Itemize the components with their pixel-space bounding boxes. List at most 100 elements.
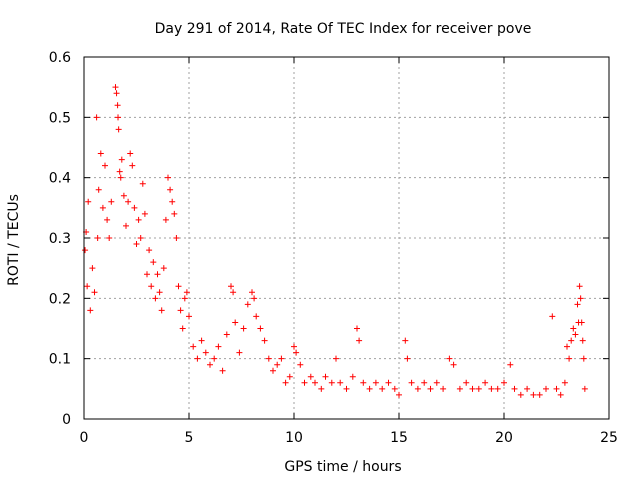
data-point-marker [162, 216, 169, 223]
x-tick-label: 25 [600, 430, 618, 446]
data-point-marker [553, 385, 560, 392]
data-point-marker [82, 247, 89, 254]
data-point-marker [169, 198, 176, 205]
data-point-marker [574, 301, 581, 308]
data-point-marker [93, 114, 100, 121]
data-point-marker [568, 337, 575, 344]
data-point-marker [385, 379, 392, 386]
data-point-marker [366, 385, 373, 392]
y-tick-label: 0.6 [49, 50, 71, 66]
chart-title: Day 291 of 2014, Rate Of TEC Index for r… [155, 21, 532, 37]
data-point-marker [94, 235, 101, 241]
data-point-marker [99, 204, 106, 211]
data-point-marker [293, 349, 300, 356]
data-point-marker [580, 355, 587, 362]
data-point-marker [114, 102, 121, 109]
data-point-marker [125, 198, 132, 205]
data-point-marker [127, 150, 134, 157]
data-point-marker [404, 355, 411, 362]
data-point-marker [104, 216, 111, 223]
data-point-marker [115, 126, 122, 133]
y-tick-label: 0.2 [49, 291, 71, 307]
data-point-marker [167, 186, 174, 193]
data-point-marker [202, 349, 209, 356]
data-point-marker [291, 343, 297, 350]
data-point-marker [179, 325, 186, 332]
data-point-marker [190, 343, 197, 350]
data-point-marker [579, 337, 586, 344]
data-point-marker [211, 355, 218, 362]
data-point-marker [113, 90, 120, 97]
data-point-marker [307, 373, 314, 380]
data-point-marker [446, 355, 453, 362]
data-point-marker [372, 379, 379, 386]
data-point-marker [129, 162, 136, 169]
x-tick-label: 20 [495, 430, 513, 446]
data-point-marker [236, 349, 243, 356]
x-tick-label: 5 [185, 430, 194, 446]
data-point-marker [517, 391, 524, 398]
data-point-marker [578, 319, 585, 326]
data-point-marker [333, 355, 339, 362]
data-point-marker [270, 367, 276, 374]
data-point-marker [274, 361, 281, 368]
data-points [82, 84, 588, 398]
data-point-marker [160, 265, 167, 272]
data-point-marker [106, 235, 113, 241]
data-point-marker [564, 343, 570, 350]
data-point-marker [181, 295, 188, 302]
data-point-marker [207, 361, 213, 368]
data-point-marker [379, 385, 386, 392]
x-axis-title: GPS time / hours [284, 459, 401, 475]
data-point-marker [120, 192, 127, 199]
data-point-marker [328, 379, 335, 386]
data-point-marker [123, 222, 129, 229]
data-point-marker [581, 385, 588, 392]
data-point-marker [427, 385, 434, 392]
data-point-marker [158, 307, 165, 314]
data-point-marker [433, 379, 440, 386]
data-point-marker [219, 367, 226, 374]
data-point-marker [475, 385, 482, 392]
data-point-marker [215, 343, 222, 350]
data-point-marker [141, 210, 148, 217]
data-point-marker [257, 325, 264, 332]
data-point-marker [301, 379, 308, 386]
y-tick-label: 0 [62, 412, 71, 428]
data-point-marker [171, 210, 178, 217]
data-point-marker [137, 235, 144, 241]
data-point-marker [501, 379, 507, 386]
y-tick-label: 0.3 [49, 231, 71, 247]
data-point-marker [251, 295, 258, 302]
data-point-marker [577, 295, 584, 302]
data-point-marker [154, 271, 161, 278]
data-point-marker [494, 385, 501, 392]
data-point-marker [84, 283, 91, 290]
data-point-marker [337, 379, 344, 386]
data-point-marker [322, 373, 329, 380]
data-point-marker [286, 373, 293, 380]
data-point-marker [144, 271, 150, 278]
x-tick-label: 15 [390, 430, 408, 446]
data-point-marker [507, 361, 514, 368]
y-tick-label: 0.5 [49, 110, 71, 126]
data-point-marker [265, 355, 272, 362]
data-point-marker [91, 289, 98, 296]
x-tick-label: 10 [285, 430, 303, 446]
data-point-marker [85, 198, 92, 205]
data-point-marker [152, 295, 159, 302]
data-point-marker [173, 235, 180, 241]
data-point-marker [150, 259, 157, 266]
data-point-marker [115, 114, 122, 121]
data-point-marker [244, 301, 251, 308]
data-point-marker [282, 379, 289, 386]
data-point-marker [139, 180, 146, 187]
data-point-marker [391, 385, 398, 392]
data-point-marker [175, 283, 182, 290]
data-point-marker [549, 313, 556, 320]
data-point-marker [566, 355, 573, 362]
data-point-marker [112, 84, 119, 91]
y-tick-label: 0.4 [49, 171, 71, 187]
data-point-marker [148, 283, 155, 290]
y-tick-label: 0.1 [49, 352, 71, 368]
